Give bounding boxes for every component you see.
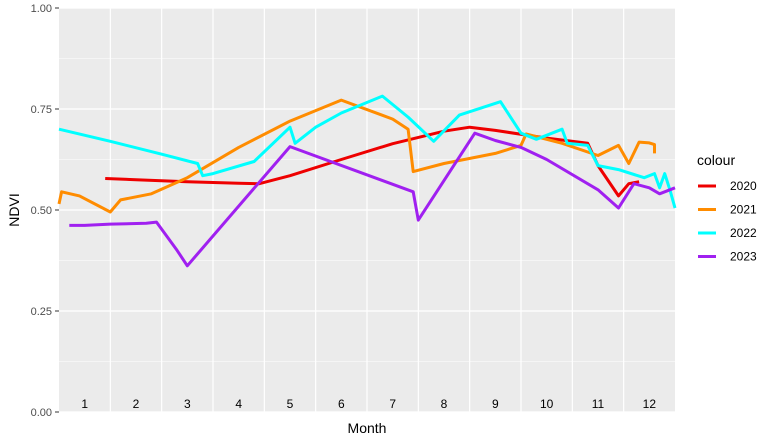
y-tick-label: 0.25 bbox=[31, 306, 52, 318]
month-label: 3 bbox=[184, 397, 191, 411]
month-label: 9 bbox=[492, 397, 499, 411]
series-lines bbox=[57, 94, 677, 268]
month-label: 5 bbox=[287, 397, 294, 411]
series-line-2022 bbox=[58, 94, 677, 209]
legend: 2020 2021 2022 2023 bbox=[697, 176, 757, 267]
x-axis-title: Month bbox=[348, 420, 387, 436]
month-label: 12 bbox=[643, 397, 657, 411]
y-tick-label: 1.00 bbox=[31, 3, 52, 15]
y-tick-label: 0.00 bbox=[31, 407, 52, 419]
legend-title: colour bbox=[697, 152, 735, 168]
y-axis-tick-labels: 0.00 0.25 0.50 0.75 1.00 bbox=[31, 3, 52, 419]
month-label: 8 bbox=[441, 397, 448, 411]
legend-label-2022: 2022 bbox=[730, 226, 757, 240]
y-tick-label: 0.50 bbox=[31, 205, 52, 217]
month-label: 6 bbox=[338, 397, 345, 411]
month-label: 2 bbox=[133, 397, 140, 411]
month-labels: 1 2 3 4 5 6 7 8 9 10 11 12 bbox=[81, 397, 656, 411]
month-label: 1 bbox=[81, 397, 88, 411]
month-label: 4 bbox=[235, 397, 242, 411]
y-axis-ticks bbox=[55, 7, 59, 413]
y-tick-label: 0.75 bbox=[31, 104, 52, 116]
legend-label-2023: 2023 bbox=[730, 250, 757, 264]
month-label: 10 bbox=[540, 397, 554, 411]
legend-label-2021: 2021 bbox=[730, 203, 757, 217]
legend-label-2020: 2020 bbox=[730, 179, 757, 193]
month-label: 7 bbox=[389, 397, 396, 411]
series-line-2023 bbox=[69, 131, 676, 268]
y-axis-title: NDVI bbox=[6, 193, 22, 226]
series-line-2021 bbox=[57, 98, 656, 214]
month-label: 11 bbox=[592, 397, 605, 411]
